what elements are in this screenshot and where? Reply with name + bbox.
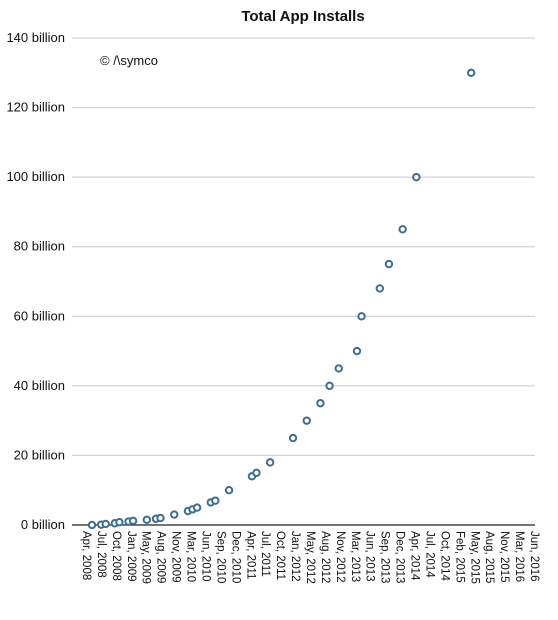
chart-title: Total App Installs (241, 8, 364, 25)
x-tick-label: Aug, 2012 (319, 531, 331, 583)
x-tick-label: Apr, 2014 (409, 531, 421, 581)
x-tick-label: Jul, 2008 (95, 531, 107, 578)
x-tick-label: Mar, 2016 (513, 531, 525, 582)
x-tick-labels: Apr, 2008 Jul, 2008 Oct, 2008 Jan, 2009 May,… (80, 531, 540, 584)
x-tick-label: Jan, 2009 (125, 531, 137, 582)
y-tick-label: 100 billion (6, 169, 65, 184)
data-point (412, 172, 421, 182)
x-tick-label: May, 2009 (140, 531, 152, 584)
x-tick-label: Jun, 2016 (528, 531, 540, 582)
x-tick-label: Dec, 2013 (394, 531, 406, 583)
x-tick-label: Mar, 2010 (185, 531, 197, 582)
data-point (128, 516, 138, 526)
x-tick-label: Nov, 2012 (334, 531, 346, 583)
data-point (156, 513, 165, 523)
x-tick-label: Oct, 2008 (110, 531, 122, 581)
y-tick-label: 80 billion (14, 239, 65, 254)
data-point (288, 433, 298, 443)
x-tick-label: Aug, 2009 (155, 531, 167, 583)
x-tick-label: Jun, 2010 (199, 531, 211, 582)
x-tick-label: Nov, 2015 (498, 531, 510, 583)
data-point (325, 381, 334, 391)
x-tick-label: Jul, 2011 (259, 531, 271, 577)
data-point (375, 284, 385, 293)
x-tick-label: Feb, 2015 (453, 531, 465, 583)
y-tick-label: 40 billion (14, 378, 65, 393)
x-tick-label: Apr, 2011 (244, 531, 256, 579)
x-tick-label: Jun, 2013 (364, 531, 376, 582)
x-tick-label: Mar, 2013 (349, 531, 361, 582)
data-point (211, 496, 220, 505)
x-tick-label: May, 2015 (468, 531, 480, 584)
x-tick-label: Sep, 2010 (214, 531, 226, 583)
x-tick-label: Nov, 2009 (170, 531, 182, 583)
y-tick-labels: 0 billion 20 billion 40 billion 60 billion 8… (6, 30, 65, 532)
x-tick-label: Aug, 2015 (483, 531, 495, 583)
data-point (192, 503, 202, 512)
data-point (334, 364, 343, 373)
data-point (142, 515, 152, 524)
data-point (224, 486, 234, 495)
y-tick-label: 60 billion (14, 308, 65, 323)
data-point (352, 346, 362, 356)
data-point (252, 468, 261, 478)
data-points (87, 68, 476, 530)
x-tick-label: Jul, 2014 (423, 531, 435, 578)
x-tick-label: Oct, 2011 (274, 531, 286, 580)
data-point (115, 518, 124, 527)
data-point (101, 519, 110, 529)
gridlines (72, 37, 535, 456)
y-tick-label: 0 billion (21, 517, 65, 532)
y-tick-label: 140 billion (6, 30, 65, 45)
x-tick-label: Sep, 2013 (379, 531, 391, 583)
data-point (316, 399, 325, 408)
data-point (357, 312, 366, 321)
data-point (170, 510, 179, 519)
data-point (398, 225, 407, 234)
y-tick-label: 120 billion (6, 100, 65, 115)
y-tick-label: 20 billion (14, 447, 65, 462)
data-point (302, 416, 311, 425)
x-tick-label: Oct, 2014 (438, 531, 450, 581)
copyright-annotation: © /\symco (100, 53, 158, 68)
data-point (265, 458, 275, 467)
x-tick-label: Apr, 2008 (80, 531, 92, 580)
x-tick-label: May, 2012 (304, 531, 316, 584)
data-point (384, 259, 394, 269)
x-tick-label: Dec, 2010 (229, 531, 241, 583)
data-point (87, 520, 97, 530)
x-tick-label: Jan, 2012 (289, 531, 301, 582)
data-point (466, 68, 476, 77)
